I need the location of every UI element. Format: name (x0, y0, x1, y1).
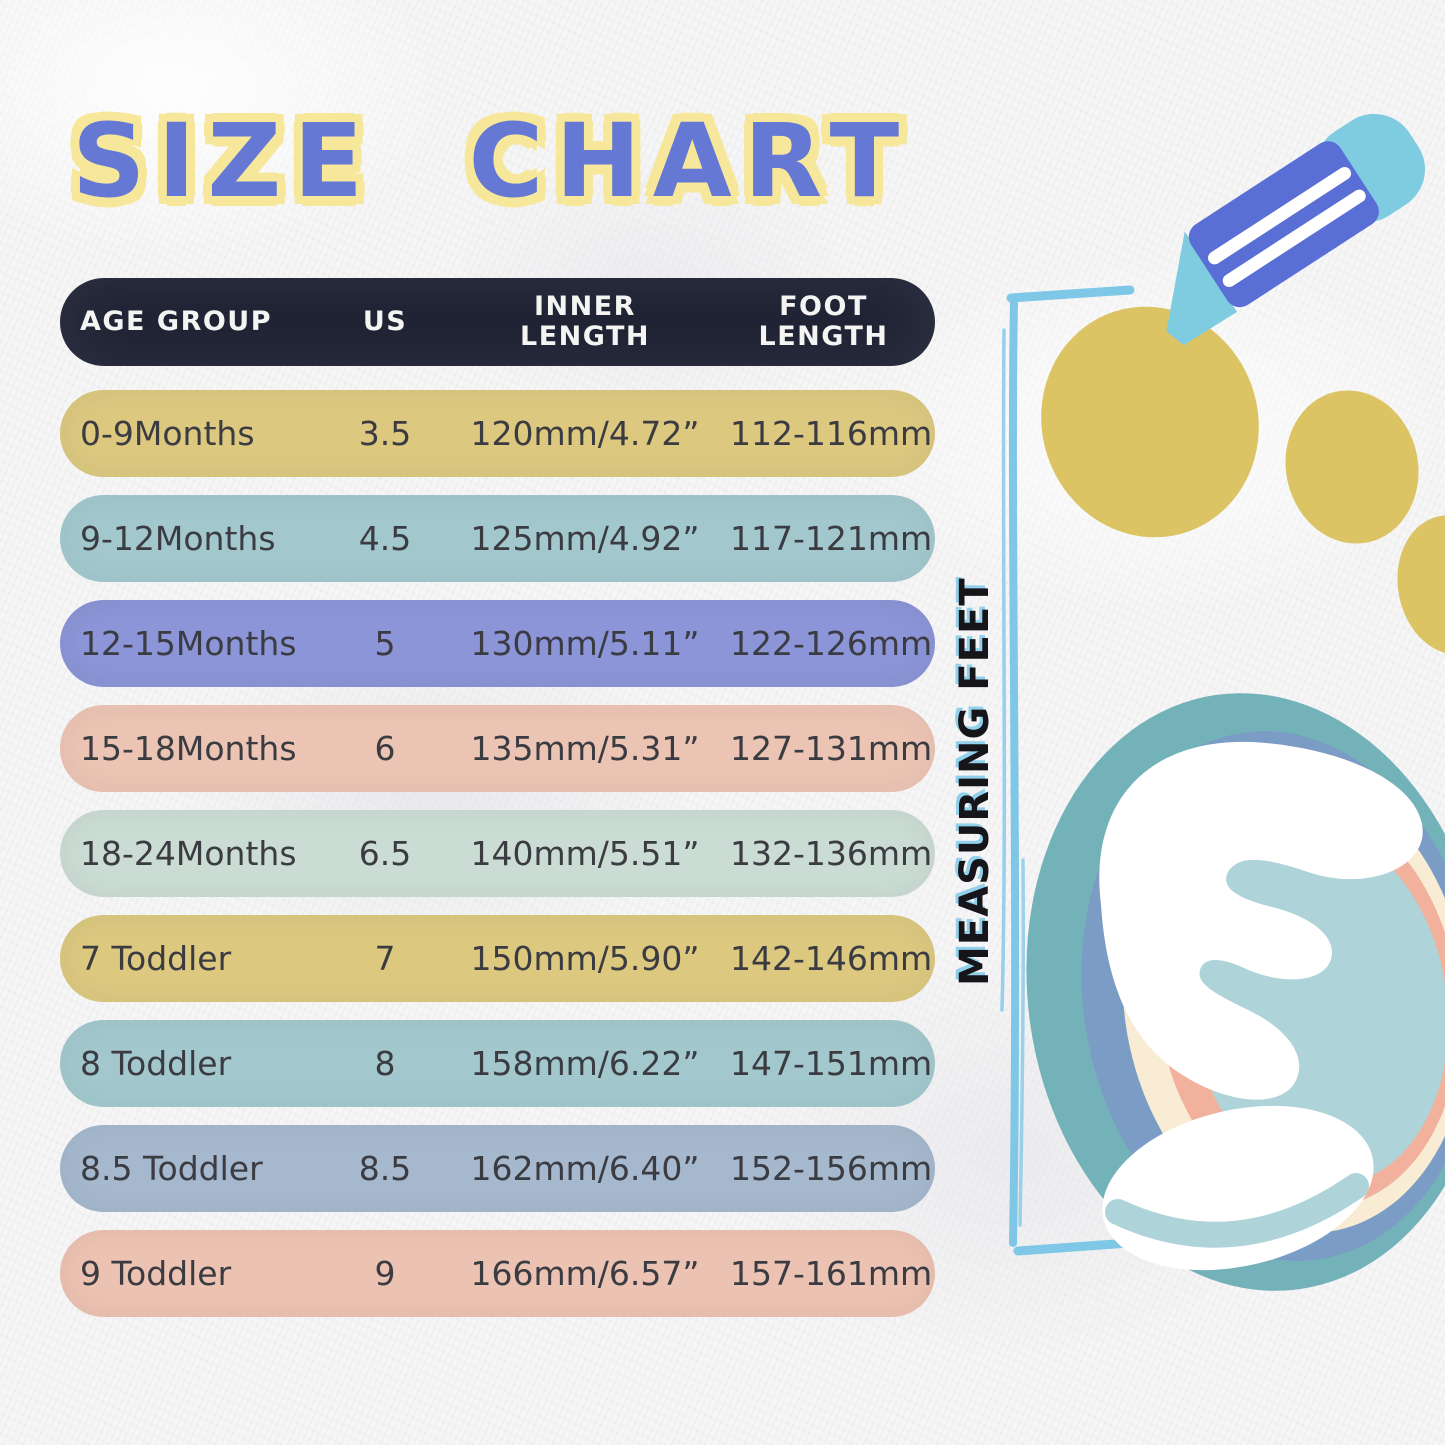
size-table: AGE GROUP US INNER LENGTH FOOT LENGTH 0-… (60, 278, 935, 1335)
age-group-cell: 15-18Months (80, 729, 297, 768)
footprint-sole (1026, 693, 1445, 1291)
sole-bottom-swoosh (1102, 1105, 1374, 1271)
ruler-line (1000, 285, 1148, 1256)
us-size-cell: 3.5 (358, 414, 412, 453)
foot-length-cell: 132-136mm (730, 834, 933, 873)
us-size-cell: 8.5 (358, 1149, 412, 1188)
table-row: 12-15Months 5 130mm/5.11” 122-126mm (60, 600, 935, 687)
age-group-cell: 18-24Months (80, 834, 297, 873)
age-group-cell: 7 Toddler (80, 939, 232, 978)
us-size-cell: 6 (374, 729, 396, 768)
table-row: 18-24Months 6.5 140mm/5.51” 132-136mm (60, 810, 935, 897)
foot-length-cell: 112-116mm (730, 414, 933, 453)
us-size-cell: 7 (374, 939, 396, 978)
table-row: 8.5 Toddler 8.5 162mm/6.40” 152-156mm (60, 1125, 935, 1212)
table-row: 7 Toddler 7 150mm/5.90” 142-146mm (60, 915, 935, 1002)
us-size-cell: 5 (374, 624, 396, 663)
inner-length-cell: 125mm/4.92” (470, 519, 700, 558)
header-us-size: US (362, 306, 408, 338)
footprint-toes (1041, 306, 1445, 655)
us-size-cell: 4.5 (358, 519, 412, 558)
table-row: 9 Toddler 9 166mm/6.57” 157-161mm (60, 1230, 935, 1317)
age-group-cell: 9-12Months (80, 519, 276, 558)
header-inner-length: INNER LENGTH (520, 291, 650, 352)
inner-length-cell: 120mm/4.72” (470, 414, 700, 453)
inner-length-cell: 150mm/5.90” (470, 939, 700, 978)
inner-length-cell: 162mm/6.40” (470, 1149, 700, 1188)
us-size-cell: 9 (374, 1254, 396, 1293)
us-size-cell: 6.5 (358, 834, 412, 873)
page-title: SIZE CHART (72, 102, 912, 221)
age-group-cell: 12-15Months (80, 624, 297, 663)
foot-length-cell: 152-156mm (730, 1149, 933, 1188)
foot-length-cell: 147-151mm (730, 1044, 933, 1083)
third-toe-shape (1397, 515, 1445, 655)
sole-highlight-shape (1099, 741, 1423, 1100)
us-size-cell: 8 (374, 1044, 396, 1083)
table-row: 15-18Months 6 135mm/5.31” 127-131mm (60, 705, 935, 792)
header-foot-length: FOOT LENGTH (758, 291, 889, 352)
age-group-cell: 8 Toddler (80, 1044, 232, 1083)
foot-length-cell: 142-146mm (730, 939, 933, 978)
age-group-cell: 0-9Months (80, 414, 255, 453)
table-row: 0-9Months 3.5 120mm/4.72” 112-116mm (60, 390, 935, 477)
foot-length-cell: 127-131mm (730, 729, 933, 768)
inner-length-cell: 140mm/5.51” (470, 834, 700, 873)
inner-length-cell: 158mm/6.22” (470, 1044, 700, 1083)
second-toe-shape (1285, 390, 1419, 544)
big-toe-shape (1041, 306, 1259, 538)
table-header-row: AGE GROUP US INNER LENGTH FOOT LENGTH (60, 278, 935, 366)
age-group-cell: 8.5 Toddler (80, 1149, 263, 1188)
pencil-icon (1166, 113, 1425, 346)
age-group-cell: 9 Toddler (80, 1254, 232, 1293)
header-age-group: AGE GROUP (80, 306, 273, 338)
foot-length-cell: 117-121mm (730, 519, 933, 558)
foot-length-cell: 122-126mm (730, 624, 933, 663)
table-row: 8 Toddler 8 158mm/6.22” 147-151mm (60, 1020, 935, 1107)
inner-length-cell: 135mm/5.31” (470, 729, 700, 768)
foot-length-cell: 157-161mm (730, 1254, 933, 1293)
table-row: 9-12Months 4.5 125mm/4.92” 117-121mm (60, 495, 935, 582)
inner-length-cell: 130mm/5.11” (470, 624, 700, 663)
measuring-feet-label: MEASURING FEET (952, 577, 998, 987)
inner-length-cell: 166mm/6.57” (470, 1254, 700, 1293)
